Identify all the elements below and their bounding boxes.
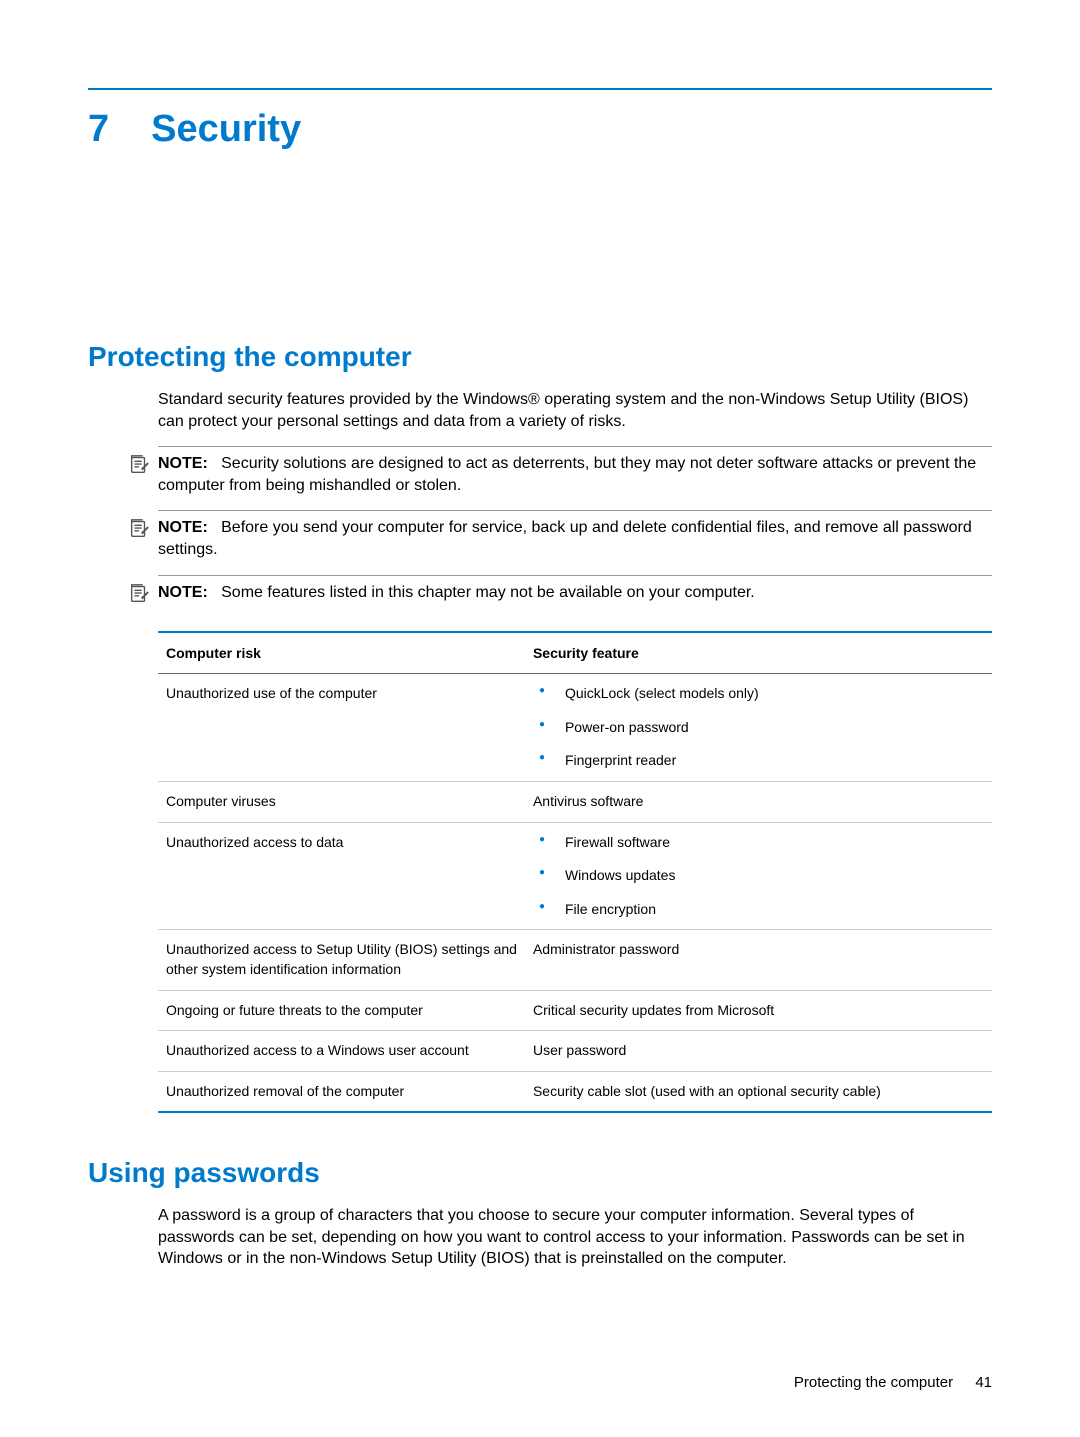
chapter-heading: 7 Security [88,108,992,151]
note-text: Some features listed in this chapter may… [221,584,755,601]
section2-intro-text: A password is a group of characters that… [158,1205,992,1270]
table-row: Unauthorized removal of the computer Sec… [158,1071,992,1112]
list-item: QuickLock (select models only) [533,684,984,704]
section-using-passwords: Using passwords A password is a group of… [88,1157,992,1270]
chapter-top-rule [88,88,992,90]
footer-page-number: 41 [975,1374,992,1391]
risk-cell: Unauthorized access to a Windows user ac… [158,1031,525,1072]
note-icon [128,517,150,539]
table-row: Unauthorized use of the computer QuickLo… [158,674,992,782]
section-heading-passwords: Using passwords [88,1157,992,1189]
note-block: NOTE: Security solutions are designed to… [158,446,992,496]
section1-intro-text: Standard security features provided by t… [158,389,992,432]
list-item: Firewall software [533,833,984,853]
list-item: Fingerprint reader [533,751,984,771]
risk-cell: Computer viruses [158,781,525,822]
chapter-number: 7 [88,108,109,151]
table-row: Unauthorized access to data Firewall sof… [158,822,992,930]
feature-cell: Security cable slot (used with an option… [525,1071,992,1112]
feature-cell: Firewall software Windows updates File e… [525,822,992,930]
table-row: Unauthorized access to a Windows user ac… [158,1031,992,1072]
note-label: NOTE: [158,584,208,601]
risk-cell: Unauthorized access to Setup Utility (BI… [158,930,525,990]
risk-cell: Unauthorized use of the computer [158,674,525,782]
note-block: NOTE: Before you send your computer for … [158,510,992,560]
note-content: NOTE: Before you send your computer for … [158,517,992,560]
feature-list: QuickLock (select models only) Power-on … [533,684,984,771]
table-header-risk: Computer risk [158,632,525,674]
page-footer: Protecting the computer 41 [794,1374,992,1391]
note-label: NOTE: [158,455,208,472]
risk-cell: Ongoing or future threats to the compute… [158,990,525,1031]
chapter-title: Security [151,108,301,151]
footer-section-name: Protecting the computer [794,1374,953,1391]
section-heading-protecting: Protecting the computer [88,341,992,373]
feature-cell: Antivirus software [525,781,992,822]
feature-cell: Administrator password [525,930,992,990]
table-row: Ongoing or future threats to the compute… [158,990,992,1031]
note-icon [128,453,150,475]
feature-list: Firewall software Windows updates File e… [533,833,984,920]
risk-table: Computer risk Security feature Unauthori… [158,631,992,1113]
note-label: NOTE: [158,519,208,536]
risk-cell: Unauthorized access to data [158,822,525,930]
note-content: NOTE: Security solutions are designed to… [158,453,992,496]
list-item: File encryption [533,900,984,920]
note-text: Security solutions are designed to act a… [158,455,976,494]
note-block: NOTE: Some features listed in this chapt… [158,575,992,604]
table-row: Unauthorized access to Setup Utility (BI… [158,930,992,990]
risk-cell: Unauthorized removal of the computer [158,1071,525,1112]
note-icon [128,582,150,604]
table-row: Computer viruses Antivirus software [158,781,992,822]
risk-table-container: Computer risk Security feature Unauthori… [158,631,992,1113]
feature-cell: QuickLock (select models only) Power-on … [525,674,992,782]
list-item: Power-on password [533,718,984,738]
note-content: NOTE: Some features listed in this chapt… [158,582,992,604]
feature-cell: Critical security updates from Microsoft [525,990,992,1031]
feature-cell: User password [525,1031,992,1072]
table-header-feature: Security feature [525,632,992,674]
list-item: Windows updates [533,866,984,886]
table-header-row: Computer risk Security feature [158,632,992,674]
document-page: 7 Security Protecting the computer Stand… [0,0,1080,1324]
note-text: Before you send your computer for servic… [158,519,972,558]
